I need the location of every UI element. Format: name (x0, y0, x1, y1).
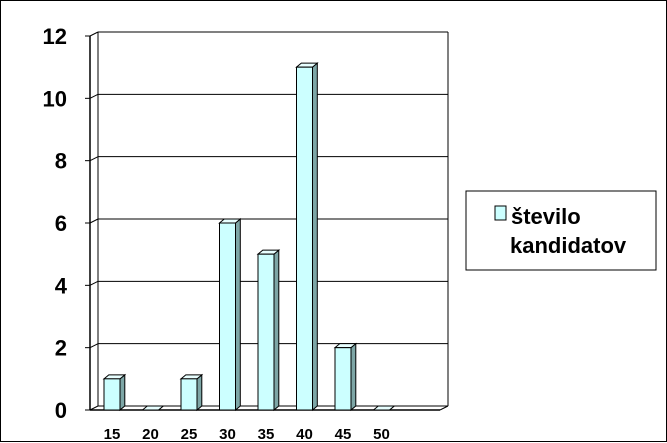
bar (141, 405, 165, 411)
legend-label-line2: kandidatov (510, 233, 627, 258)
x-tick-label: 30 (219, 426, 236, 443)
bar-side (235, 217, 241, 412)
y-tick-label: 2 (55, 336, 67, 361)
bar (295, 62, 319, 412)
bar-side (119, 373, 126, 412)
x-tick-label: 40 (296, 426, 313, 443)
bar-side (312, 62, 318, 412)
bar-front (257, 253, 275, 411)
bar (179, 373, 204, 412)
gridline-depth (89, 280, 99, 286)
gridline-depth (89, 156, 99, 162)
bars (102, 62, 396, 412)
floor-edge (439, 405, 449, 411)
bar-top (141, 405, 165, 411)
bar-front (296, 66, 313, 411)
x-tick-label: 20 (142, 426, 159, 443)
gridline-depth (89, 343, 99, 349)
gridline-depth (89, 31, 99, 37)
x-tick-label: 45 (335, 426, 352, 443)
y-tick-label: 8 (55, 149, 67, 174)
y-tick-labels: 0 2 4 6 8 10 12 (43, 24, 68, 423)
x-tick-label: 25 (181, 426, 198, 443)
gridline-depth (89, 218, 99, 224)
legend-swatch (494, 205, 507, 221)
y-tick-label: 10 (43, 86, 67, 111)
x-tick-label: 15 (104, 426, 121, 443)
bar (102, 373, 127, 412)
x-tick-label: 35 (258, 426, 275, 443)
y-tick-label: 0 (55, 398, 67, 423)
bar (218, 217, 242, 412)
bar-side (350, 342, 357, 412)
y-tick-label: 6 (55, 211, 67, 236)
x-tick-labels: 15 20 25 30 35 40 45 50 (104, 426, 390, 443)
y-tick-label: 4 (55, 273, 68, 298)
legend-label-line1: število (511, 204, 581, 229)
bar-front (103, 378, 121, 411)
bar-top (372, 405, 396, 411)
legend-box (465, 190, 657, 271)
bar-side (273, 249, 280, 412)
gridline-depth (89, 93, 99, 99)
bar (372, 405, 396, 411)
legend: število kandidatov (465, 190, 657, 271)
bar-front (180, 378, 198, 411)
bar-side (196, 373, 203, 412)
x-tick-label: 50 (373, 426, 390, 443)
bar-front (334, 347, 352, 411)
bar (333, 342, 358, 412)
bar (256, 249, 281, 412)
bar-front (219, 222, 236, 411)
y-tick-label: 12 (43, 24, 67, 49)
